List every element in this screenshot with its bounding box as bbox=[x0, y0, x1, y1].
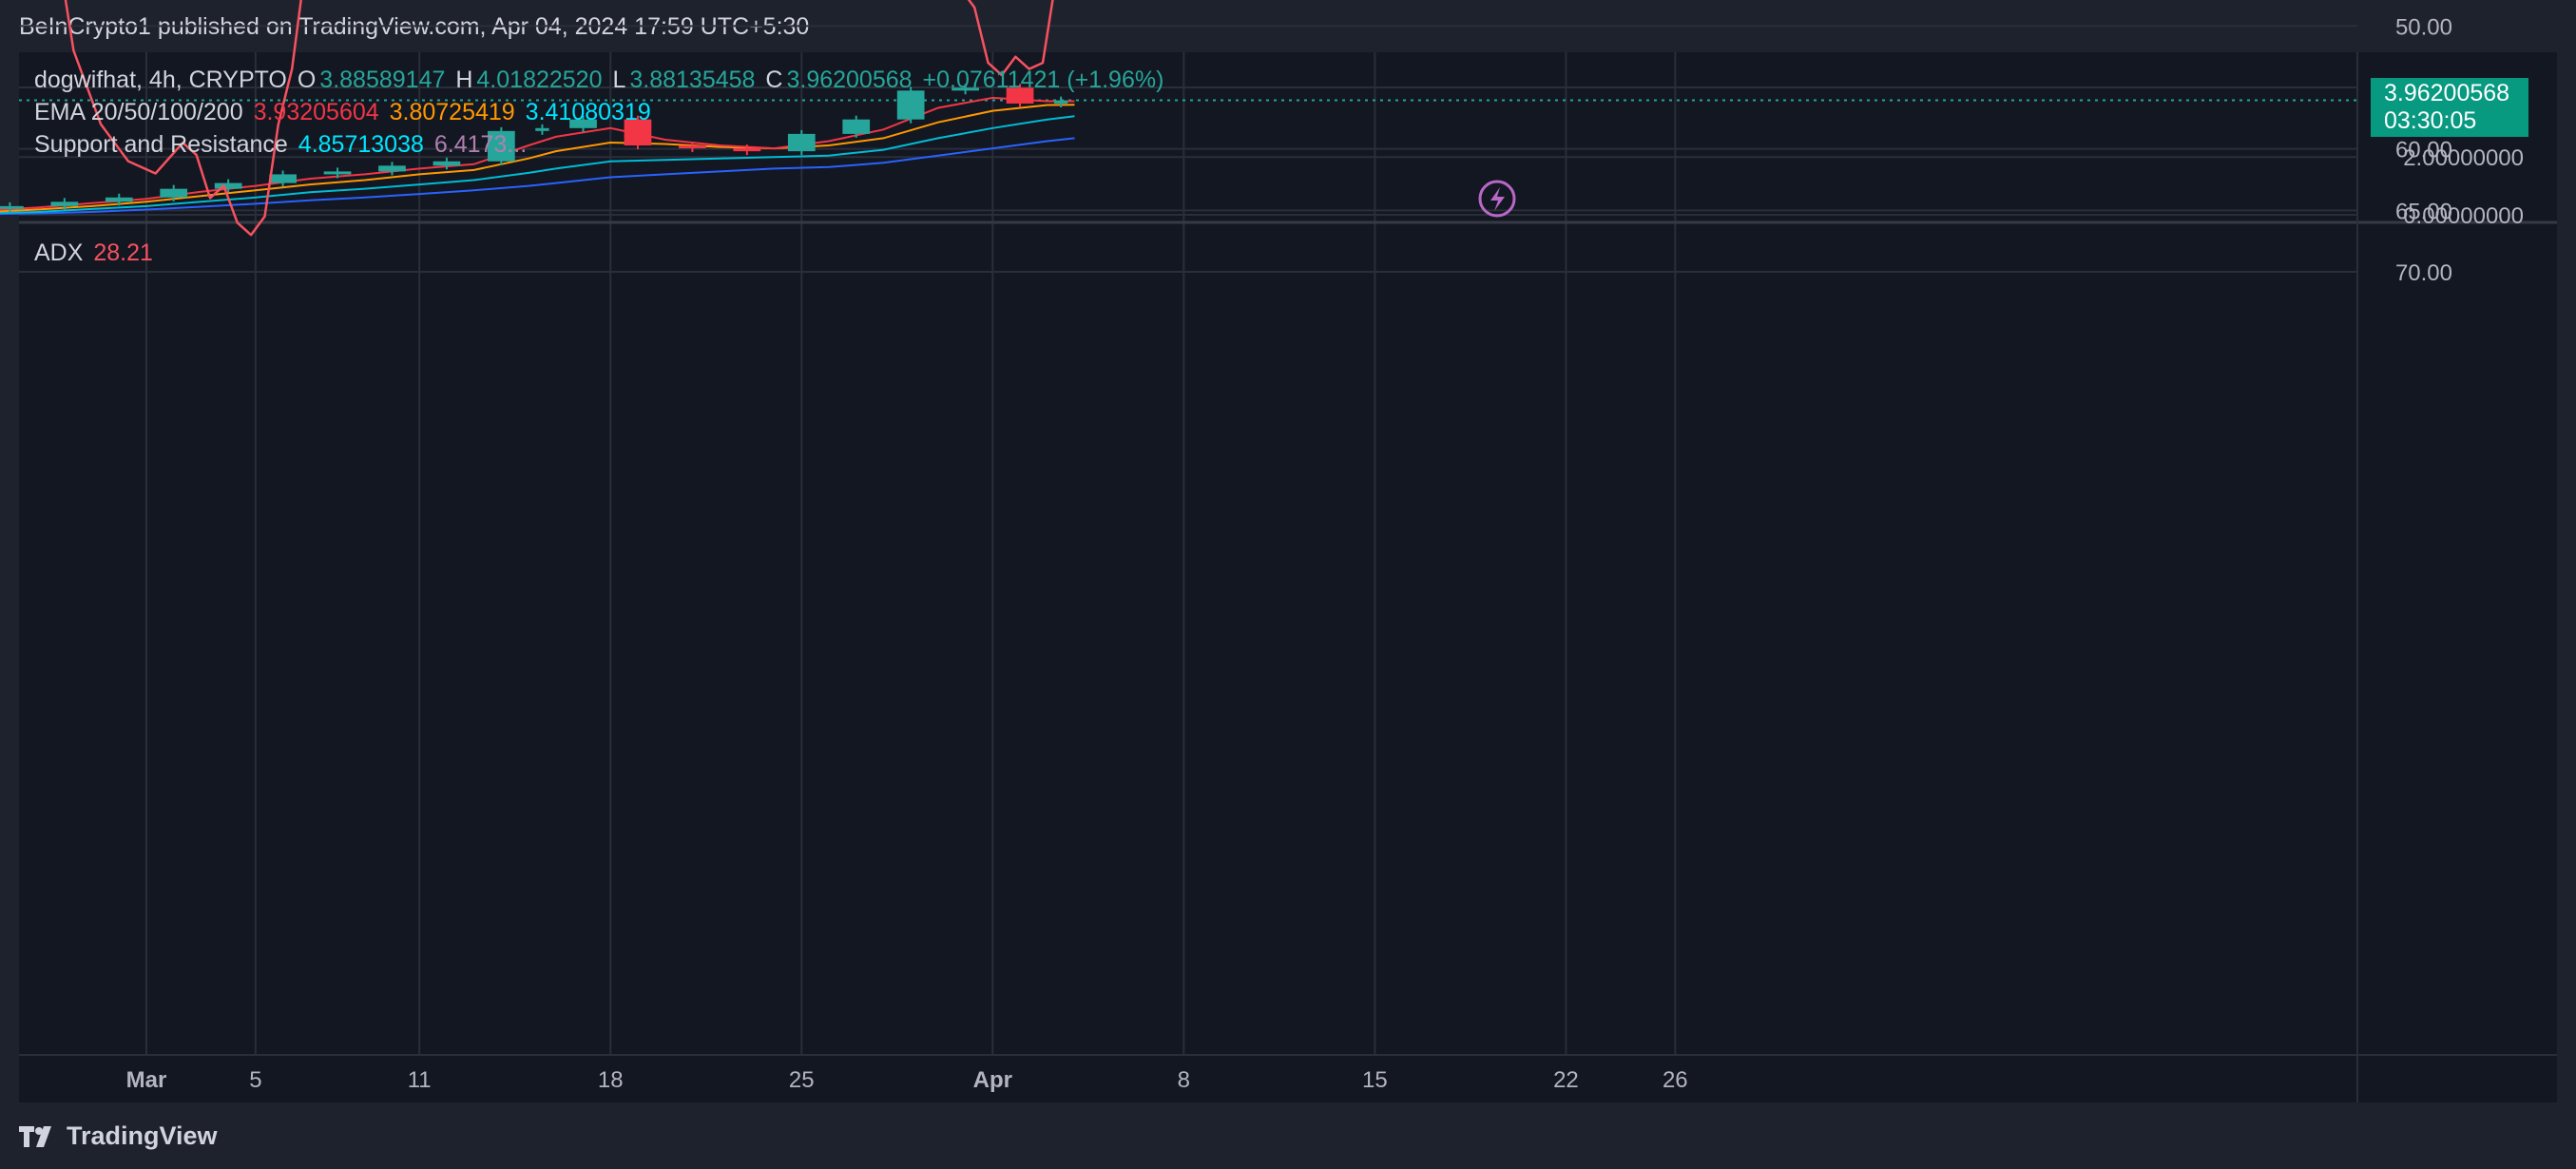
sr-label[interactable]: Support and Resistance bbox=[34, 131, 288, 158]
low-value: 3.88135458 bbox=[629, 67, 756, 93]
x-tick-label: 18 bbox=[598, 1067, 624, 1093]
candle-body[interactable] bbox=[323, 171, 352, 175]
candle-body[interactable] bbox=[269, 174, 297, 183]
sr-value-2: 6.4173... bbox=[433, 131, 528, 158]
ema-legend[interactable]: EMA 20/50/100/200 3.93205604 3.80725419 … bbox=[34, 99, 659, 126]
candle-body[interactable] bbox=[105, 197, 133, 202]
low-label: L bbox=[612, 67, 626, 93]
x-tick-label: 25 bbox=[789, 1067, 815, 1093]
candle-body[interactable] bbox=[214, 182, 242, 189]
adx-pane[interactable] bbox=[19, 0, 1125, 237]
lightning-icon[interactable] bbox=[1478, 180, 1516, 218]
price-pane[interactable] bbox=[0, 84, 2357, 216]
candle-body[interactable] bbox=[1006, 87, 1034, 104]
adx-tick-label: 60.00 bbox=[2395, 138, 2452, 163]
candle-body[interactable] bbox=[733, 148, 761, 152]
ema-100-line[interactable] bbox=[0, 115, 1075, 215]
chart-grid bbox=[19, 25, 2357, 1055]
open-label: O bbox=[297, 67, 317, 93]
candle-body[interactable] bbox=[569, 119, 597, 128]
price-tick-label: 0.00000000 bbox=[2403, 203, 2524, 229]
ema-200-line[interactable] bbox=[0, 137, 1075, 216]
ema100-value: 3.41080319 bbox=[525, 99, 651, 125]
adx-label[interactable]: ADX bbox=[34, 240, 84, 266]
adx-line[interactable] bbox=[19, 0, 1125, 237]
price-axis[interactable]: 2.00000000 0.00000000 bbox=[2403, 145, 2524, 229]
sr-value-1: 4.85713038 bbox=[298, 131, 424, 158]
symbol-legend[interactable]: dogwifhat, 4h, CRYPTO O 3.88589147 H 4.018… bbox=[34, 67, 1167, 94]
candle-body[interactable] bbox=[787, 133, 816, 152]
high-value: 4.01822520 bbox=[476, 67, 603, 93]
price-tick-label: 2.00000000 bbox=[2403, 145, 2524, 171]
x-tick-label: 26 bbox=[1663, 1067, 1688, 1093]
tradingview-logo-icon bbox=[19, 1125, 51, 1147]
candle-body[interactable] bbox=[378, 165, 406, 172]
candle-body[interactable] bbox=[433, 161, 461, 166]
x-tick-label: 15 bbox=[1362, 1067, 1388, 1093]
change-value: +0.07611421 (+1.96%) bbox=[922, 67, 1164, 93]
candle-body[interactable] bbox=[50, 201, 79, 206]
candle-body[interactable] bbox=[679, 145, 706, 149]
adx-value: 28.21 bbox=[93, 240, 153, 266]
candle-body[interactable] bbox=[160, 188, 188, 198]
logo-text: TradingView bbox=[67, 1121, 218, 1150]
sr-legend[interactable]: Support and Resistance 4.85713038 6.4173… bbox=[34, 131, 530, 159]
candle-body[interactable] bbox=[535, 127, 549, 131]
high-label: H bbox=[455, 67, 473, 93]
candle-body[interactable] bbox=[0, 205, 24, 209]
adx-legend[interactable]: ADX 28.21 bbox=[34, 240, 157, 267]
symbol-name[interactable]: dogwifhat, 4h, CRYPTO bbox=[34, 67, 287, 93]
ema50-value: 3.80725419 bbox=[389, 99, 515, 125]
close-value: 3.96200568 bbox=[786, 67, 913, 93]
last-price: 3.96200568 bbox=[2384, 80, 2510, 106]
adx-tick-label: 65.00 bbox=[2395, 199, 2452, 224]
x-tick-label: 22 bbox=[1553, 1067, 1579, 1093]
candle-body[interactable] bbox=[842, 119, 871, 134]
adx-tick-label: 50.00 bbox=[2395, 14, 2452, 40]
x-tick-label: 11 bbox=[408, 1067, 432, 1093]
x-tick-label: Mar bbox=[126, 1067, 167, 1093]
candle-body[interactable] bbox=[624, 119, 652, 146]
time-axis[interactable]: Mar 5 11 18 25 Apr 8 15 22 26 bbox=[126, 1067, 1688, 1093]
chart-pane-background bbox=[19, 52, 2557, 1102]
bar-countdown: 03:30:05 bbox=[2384, 107, 2477, 134]
candle-body[interactable] bbox=[488, 130, 515, 162]
adx-tick-label: 70.00 bbox=[2395, 260, 2452, 286]
x-tick-label: 5 bbox=[249, 1067, 261, 1093]
candle-body[interactable] bbox=[952, 87, 979, 91]
tradingview-logo[interactable]: TradingView bbox=[19, 1121, 218, 1151]
last-price-tag: 3.96200568 03:30:05 bbox=[2371, 78, 2528, 137]
candle-body[interactable] bbox=[896, 90, 925, 120]
ema-label[interactable]: EMA 20/50/100/200 bbox=[34, 99, 243, 125]
close-label: C bbox=[765, 67, 783, 93]
ema20-value: 3.93205604 bbox=[253, 99, 379, 125]
candle-body[interactable] bbox=[1053, 100, 1068, 104]
open-value: 3.88589147 bbox=[319, 67, 446, 93]
x-tick-label: 8 bbox=[1178, 1067, 1190, 1093]
x-tick-label: Apr bbox=[973, 1067, 1012, 1093]
